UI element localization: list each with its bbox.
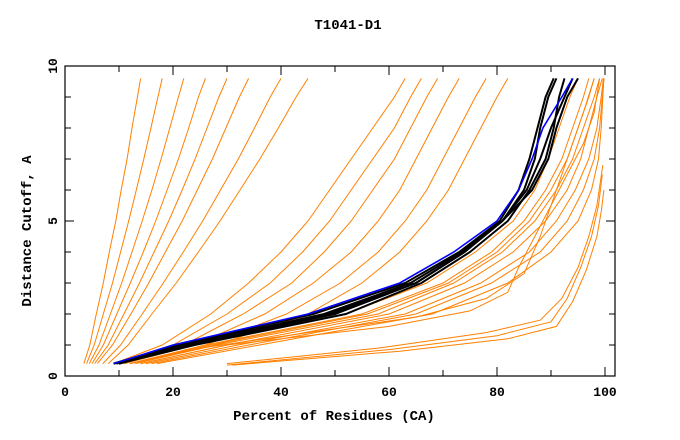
x-tick-label: 60: [381, 385, 397, 400]
model-curve-7: [107, 78, 309, 364]
model-curve-18: [145, 78, 604, 365]
model-curve-4: [94, 78, 228, 364]
model-curve-0: [83, 78, 142, 364]
x-tick-label: 0: [61, 385, 69, 400]
y-tick-label: 0: [46, 372, 61, 380]
x-tick-label: 80: [489, 385, 505, 400]
chart-title: T1041-D1: [314, 18, 381, 34]
highlight-curve-black-31: [116, 77, 579, 365]
axes-group: 0 20 40 60 80 100 0 5 10: [46, 58, 617, 400]
plot-frame: [64, 65, 616, 377]
model-curve-15: [129, 78, 590, 365]
model-curve-2: [88, 78, 185, 364]
model-curve-1: [86, 78, 163, 364]
model-curve-25: [232, 189, 605, 366]
x-tick-label: 100: [593, 385, 617, 400]
model-curve-16: [135, 78, 601, 365]
highlight-curve-black-28: [118, 78, 558, 365]
x-axis-label: Percent of Residues (CA): [233, 409, 435, 425]
model-curve-11: [118, 78, 422, 365]
highlight-curve-black-27: [113, 78, 555, 365]
x-tick-label: 20: [165, 385, 181, 400]
model-curve-24: [226, 174, 603, 366]
model-curve-9: [124, 78, 460, 365]
model-curve-23: [129, 78, 595, 365]
model-curve-13: [113, 78, 406, 365]
model-curve-12: [129, 78, 509, 365]
model-curve-22: [140, 78, 601, 365]
y-tick-label: 5: [46, 217, 61, 225]
x-tick-label: 40: [273, 385, 289, 400]
model-curve-5: [97, 78, 250, 364]
highlight-curve-blue-32: [113, 77, 574, 365]
model-curve-8: [118, 78, 439, 365]
model-curve-10: [129, 78, 487, 365]
highlight-curve-black-30: [118, 78, 566, 365]
model-curve-20: [151, 78, 605, 365]
y-tick-label: 10: [46, 58, 61, 74]
model-curve-26: [226, 165, 604, 365]
curves-group: [83, 77, 605, 366]
model-curve-6: [102, 78, 282, 364]
y-axis-label: Distance Cutoff, A: [20, 155, 36, 307]
model-curve-21: [156, 78, 605, 365]
model-curve-3: [91, 78, 206, 364]
